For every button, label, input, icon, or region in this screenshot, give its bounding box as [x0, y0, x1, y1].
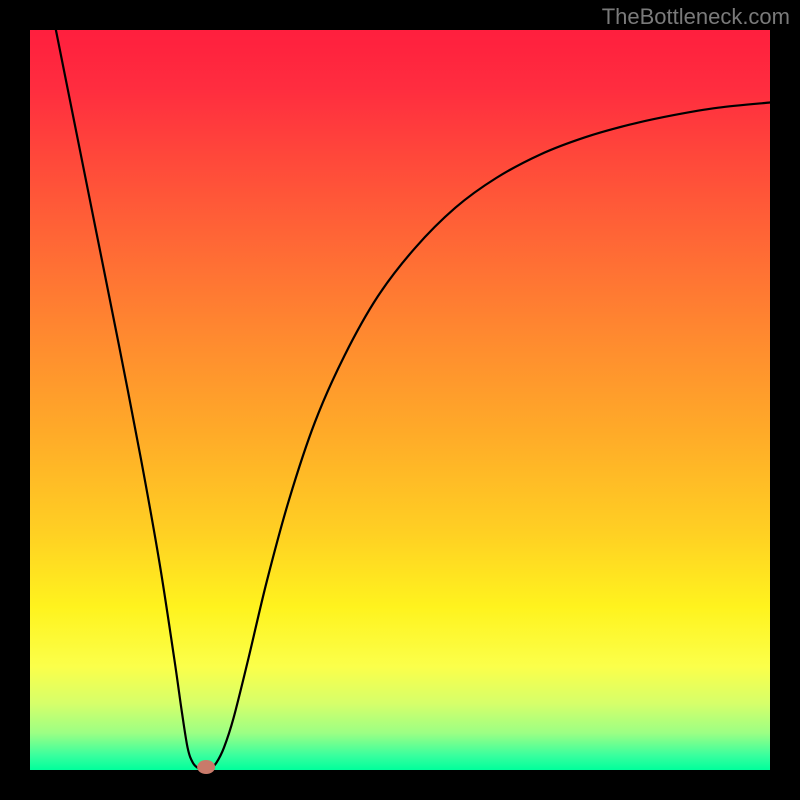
chart-container: TheBottleneck.com	[0, 0, 800, 800]
bottleneck-chart	[0, 0, 800, 800]
optimum-marker	[197, 760, 215, 774]
plot-background	[30, 30, 770, 770]
watermark-text: TheBottleneck.com	[602, 4, 790, 30]
